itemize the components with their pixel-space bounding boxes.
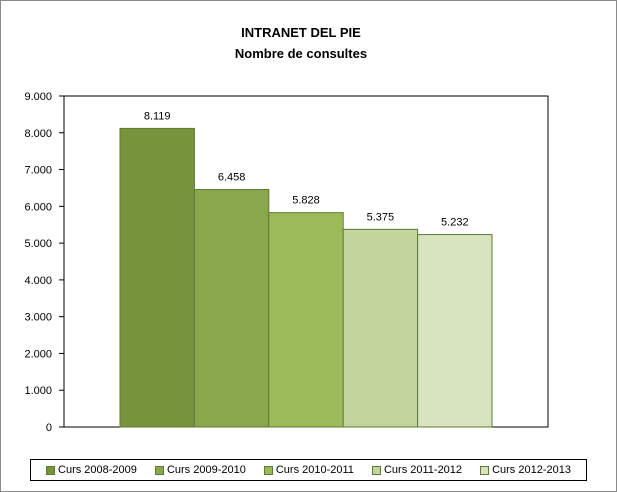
bar (342, 228, 419, 428)
legend-item: Curs 2009-2010 (154, 464, 246, 476)
y-tick-label: 6.000 (24, 201, 52, 213)
y-tick-label: 8.000 (24, 128, 52, 140)
legend-item: Curs 2011-2012 (371, 464, 463, 476)
legend-label: Curs 2008-2009 (58, 464, 137, 476)
chart-subtitle: Nombre de consultes (235, 46, 367, 61)
legend-item: Curs 2010-2011 (263, 464, 354, 476)
legend-swatch (480, 465, 490, 475)
bar-value-label: 5.375 (367, 211, 395, 223)
bar-value-label: 5.828 (292, 195, 320, 207)
legend-swatch (154, 465, 164, 475)
legend-label: Curs 2011-2012 (383, 464, 463, 476)
legend-label: Curs 2009-2010 (166, 464, 246, 476)
chart-title: INTRANET DEL PIE (241, 25, 361, 40)
y-tick-label: 0 (46, 422, 52, 434)
legend-item: Curs 2008-2009 (46, 464, 137, 476)
bar-chart: INTRANET DEL PIE Nombre de consultes 0 1.… (24, 25, 549, 434)
legend-swatch (46, 465, 56, 475)
y-tick-label: 1.000 (24, 385, 52, 397)
bar-value-label: 8.119 (144, 110, 171, 122)
bar (417, 234, 493, 428)
y-tick-label: 5.000 (24, 238, 52, 250)
y-tick-label: 2.000 (24, 348, 52, 360)
legend-label: Curs 2010-2011 (275, 464, 354, 476)
y-tick-label: 9.000 (24, 91, 52, 103)
legend: Curs 2008-2009 Curs 2009-2010 Curs 2010-20… (30, 459, 587, 481)
bar (193, 188, 270, 428)
legend-swatch (263, 465, 273, 475)
legend-label: Curs 2012-2013 (492, 464, 571, 476)
y-tick-label: 4.000 (24, 275, 52, 287)
bar-value-label: 6.458 (218, 171, 246, 183)
legend-swatch (371, 465, 381, 475)
value-labels-group: 8.119 6.458 5.828 5.375 5.232 (144, 110, 469, 228)
y-axis: 0 1.000 2.000 3.000 4.000 5.000 6.000 7.000 8.00… (24, 91, 64, 434)
bars-group (119, 127, 493, 428)
bar (119, 127, 195, 428)
legend-item: Curs 2012-2013 (480, 464, 571, 476)
bar-value-label: 5.232 (441, 217, 469, 229)
y-tick-label: 3.000 (24, 312, 52, 324)
y-tick-label: 7.000 (24, 165, 52, 177)
bar (268, 212, 344, 428)
